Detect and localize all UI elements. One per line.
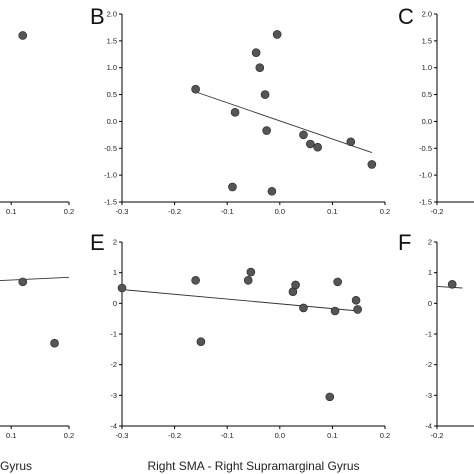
y-tick-label: 0.0 xyxy=(107,117,117,126)
x-tick-label: 0.2 xyxy=(64,207,74,216)
data-point xyxy=(267,186,277,196)
y-tick-label: -1.5 xyxy=(104,198,117,207)
data-point xyxy=(18,277,28,287)
y-tick-label: 1.0 xyxy=(422,63,432,72)
y-tick-label: -0.5 xyxy=(104,144,117,153)
y-tick-label: -3 xyxy=(110,391,117,400)
y-tick-label: -1 xyxy=(425,330,432,339)
panel-label: C xyxy=(398,4,414,29)
panel-c: -0.2 2.0 1.5 1.0 0.5 0.0 -0.5 -1.0 -1.5 C xyxy=(398,4,474,216)
y-tick-label: -2 xyxy=(425,360,432,369)
data-point xyxy=(251,48,261,57)
data-point xyxy=(117,283,127,293)
regression-line xyxy=(0,276,70,282)
x-tick-label: 0.1 xyxy=(327,431,337,440)
data-point xyxy=(243,276,253,285)
data-point xyxy=(191,84,200,94)
y-tick-label: 1.5 xyxy=(107,36,117,45)
panel-label: B xyxy=(90,4,105,29)
data-point xyxy=(351,295,361,305)
data-point xyxy=(330,306,340,316)
x-axis-label: Gyrus xyxy=(0,459,32,473)
data-point xyxy=(230,107,240,117)
y-tick-label: -1.0 xyxy=(104,171,117,180)
data-point xyxy=(50,338,59,348)
y-tick-label: -0.5 xyxy=(419,144,432,153)
panel-e: -0.3 -0.2 -0.1 0.0 0.1 0.2 2 1 0 -1 -2 -3 -4 E Right S… xyxy=(90,230,390,473)
y-tick-label: -1.5 xyxy=(419,198,432,207)
panel-d: 0.1 0.2 Gyrus xyxy=(0,276,74,473)
x-tick-label: -0.1 xyxy=(221,431,234,440)
y-tick-label: 1 xyxy=(113,268,117,277)
y-tick-label: -2 xyxy=(110,360,117,369)
x-tick-label: -0.2 xyxy=(431,207,444,216)
y-tick-label: 1 xyxy=(428,268,432,277)
data-point xyxy=(262,126,271,135)
data-point xyxy=(306,139,315,149)
data-point xyxy=(260,90,270,99)
data-point xyxy=(299,303,308,313)
panel-a: 0.1 0.2 xyxy=(0,31,74,216)
data-point xyxy=(333,277,342,287)
data-point xyxy=(353,305,362,314)
y-tick-label: -3 xyxy=(425,391,432,400)
data-point xyxy=(18,31,28,40)
y-tick-label: -4 xyxy=(425,422,432,431)
y-tick-label: -1 xyxy=(110,330,117,339)
x-tick-label: 0.0 xyxy=(275,207,285,216)
data-point xyxy=(447,280,457,289)
x-tick-label: -0.2 xyxy=(168,431,181,440)
panel-f: -0.2 2 1 0 -1 -2 -3 -4 F xyxy=(398,230,474,440)
y-tick-label: 2 xyxy=(113,238,117,247)
regression-line xyxy=(121,289,359,312)
regression-line xyxy=(195,91,372,154)
y-tick-label: 0.0 xyxy=(422,117,432,126)
panel-label: E xyxy=(90,230,105,255)
x-tick-label: -0.1 xyxy=(221,207,234,216)
x-tick-label: 0.2 xyxy=(380,431,390,440)
data-point xyxy=(272,30,282,39)
data-point xyxy=(196,337,206,346)
x-tick-label: -0.3 xyxy=(116,207,129,216)
y-tick-label: 0.5 xyxy=(422,90,432,99)
x-tick-label: 0.1 xyxy=(6,207,16,216)
data-point xyxy=(255,63,265,73)
x-tick-label: 0.2 xyxy=(380,207,390,216)
x-tick-label: 0.1 xyxy=(6,431,16,440)
data-point xyxy=(313,142,322,152)
data-point xyxy=(191,276,200,285)
data-point xyxy=(325,392,335,402)
x-tick-label: -0.3 xyxy=(116,431,129,440)
panel-b: -0.3 -0.2 -0.1 0.0 0.1 0.2 2.0 1.5 1.0 0.5 0.0 -0.5… xyxy=(90,4,390,216)
y-tick-label: 2.0 xyxy=(107,10,117,19)
data-point xyxy=(291,280,300,290)
y-tick-label: 0 xyxy=(113,299,117,308)
data-point xyxy=(299,130,308,140)
y-tick-label: 1.5 xyxy=(422,36,432,45)
data-point xyxy=(367,160,377,169)
panel-label: F xyxy=(398,230,411,255)
y-tick-label: 0 xyxy=(428,299,432,308)
y-tick-label: -1.0 xyxy=(419,171,432,180)
y-tick-label: -4 xyxy=(110,422,117,431)
data-point xyxy=(346,137,356,147)
y-tick-label: 2 xyxy=(428,238,432,247)
x-tick-label: -0.2 xyxy=(168,207,181,216)
y-tick-label: 0.5 xyxy=(107,90,117,99)
x-axis-label: Right SMA - Right Supramarginal Gyrus xyxy=(147,459,359,473)
x-tick-label: -0.2 xyxy=(431,431,444,440)
data-point xyxy=(228,182,237,192)
y-tick-label: 1.0 xyxy=(107,63,117,72)
x-tick-label: 0.2 xyxy=(64,431,74,440)
y-tick-label: 2.0 xyxy=(422,10,432,19)
data-point xyxy=(246,267,256,277)
x-tick-label: 0.0 xyxy=(275,431,285,440)
x-tick-label: 0.1 xyxy=(327,207,337,216)
